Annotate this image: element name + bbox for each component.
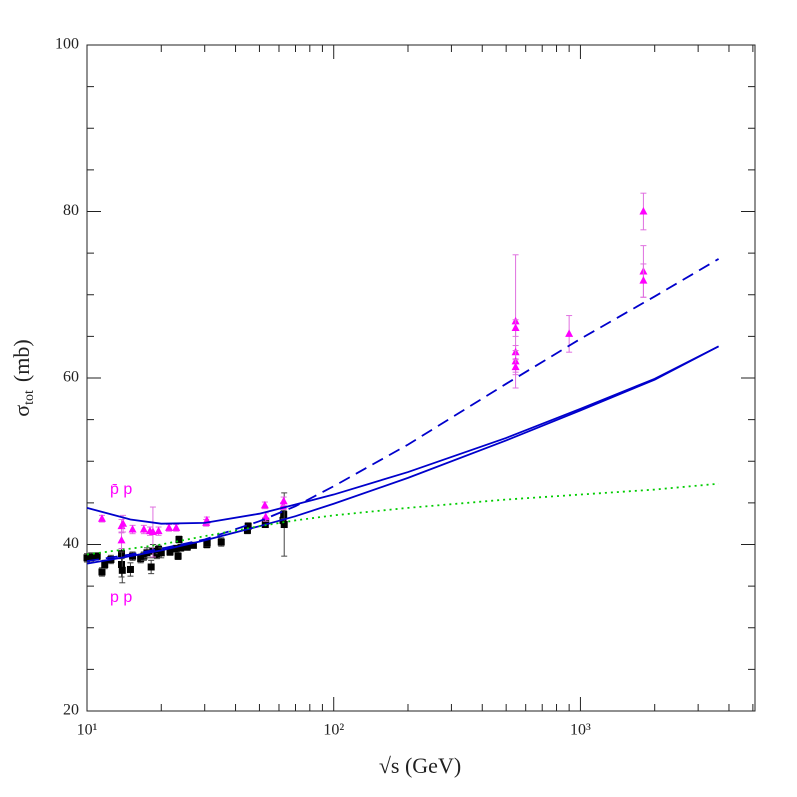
point: [243, 526, 251, 534]
point: [175, 536, 183, 544]
point: [87, 553, 95, 561]
point: [98, 568, 106, 576]
point: [83, 554, 91, 562]
point: [117, 535, 126, 544]
point: [639, 207, 648, 215]
point: [157, 549, 165, 557]
point: [639, 276, 648, 284]
x-tick-label: 10²: [323, 722, 344, 739]
point: [189, 541, 197, 549]
y-tick-label: 100: [55, 36, 79, 53]
y-axis-subscript: tot: [22, 390, 37, 405]
series-label: p̄ p: [110, 481, 132, 498]
point: [93, 552, 101, 560]
point: [511, 323, 520, 332]
point: [172, 545, 180, 553]
y-axis-label: σtot (mb): [9, 339, 37, 416]
curve: [86, 345, 719, 525]
point: [153, 550, 161, 558]
point: [148, 527, 157, 536]
point: [126, 565, 134, 573]
y-tick-label: 40: [63, 535, 79, 552]
point: [260, 500, 269, 509]
point: [244, 522, 252, 530]
point: [279, 496, 288, 505]
x-axis-label: √s (GeV): [379, 753, 461, 778]
curve: [86, 482, 719, 556]
point: [101, 560, 109, 568]
y-axis-unit: (mb): [9, 339, 34, 382]
point: [280, 511, 288, 519]
y-tick-label: 20: [63, 702, 79, 719]
series-label: p p: [110, 589, 132, 606]
point: [261, 512, 270, 521]
curve: [86, 258, 720, 563]
point: [183, 543, 191, 551]
point: [511, 362, 520, 371]
point: [118, 566, 126, 574]
point: [139, 525, 148, 533]
point: [119, 519, 128, 527]
point: [165, 523, 174, 531]
y-tick-label: 60: [63, 369, 79, 386]
point: [280, 521, 288, 529]
point: [172, 523, 181, 531]
point: [177, 544, 185, 552]
point: [128, 525, 137, 533]
point: [174, 552, 182, 560]
point: [118, 560, 126, 568]
point: [203, 539, 211, 547]
point: [565, 329, 574, 337]
y-tick-label: 80: [63, 202, 79, 219]
point: [147, 563, 155, 571]
x-tick-label: 10³: [570, 722, 591, 739]
x-tick-label: 10¹: [77, 722, 98, 739]
point: [97, 514, 106, 522]
curve: [86, 345, 719, 565]
point: [166, 548, 174, 556]
y-axis-symbol: σ: [9, 405, 34, 417]
point: [217, 538, 225, 546]
point: [154, 526, 163, 535]
